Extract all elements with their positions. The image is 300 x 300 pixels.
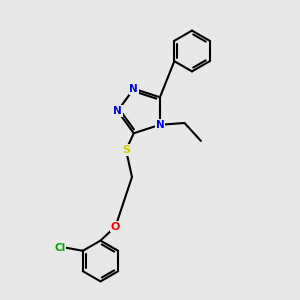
Text: Cl: Cl (54, 243, 65, 253)
Text: S: S (122, 145, 130, 155)
Text: N: N (113, 106, 122, 116)
Text: N: N (156, 120, 164, 130)
Text: N: N (129, 84, 138, 94)
Text: O: O (111, 221, 120, 232)
